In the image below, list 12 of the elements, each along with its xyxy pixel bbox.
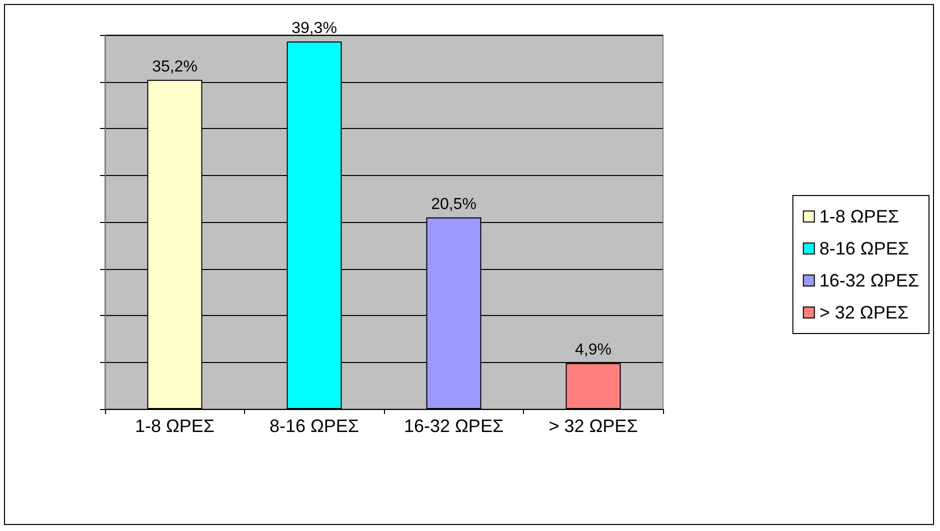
x-tick-label: 1-8 ΩΡΕΣ [134, 416, 215, 436]
x-tick-label: 8-16 ΩΡΕΣ [269, 416, 360, 436]
legend-label: 8-16 ΩΡΕΣ [819, 238, 909, 258]
data-label: 35,2% [152, 58, 198, 76]
x-tick-label: 16-32 ΩΡΕΣ [404, 416, 504, 436]
legend-label: 16-32 ΩΡΕΣ [819, 270, 920, 290]
data-label: 39,3% [292, 20, 337, 38]
data-label: 4,9% [575, 342, 612, 359]
legend-label: 1-8 ΩΡΕΣ [819, 206, 899, 226]
data-label: 20,5% [431, 196, 476, 213]
legend-label: > 32 ΩΡΕΣ [819, 302, 909, 322]
x-tick-label: > 32 ΩΡΕΣ [548, 416, 638, 436]
